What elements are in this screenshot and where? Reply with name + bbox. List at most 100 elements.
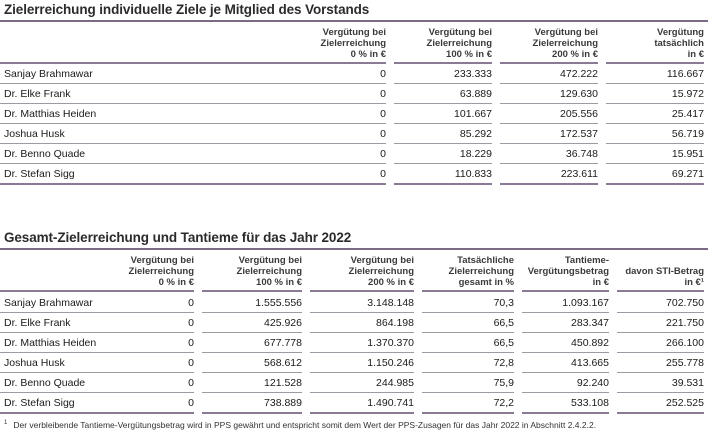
row-divider (500, 123, 598, 124)
table-cell: 0 (380, 88, 386, 100)
table1-header-rule (394, 62, 492, 64)
table2-col-header-0-line: Zielerreichung (128, 266, 194, 277)
row-divider (617, 352, 704, 353)
table2-col-header-3: Tatsächliche Zielerreichung gesamt in % (449, 255, 514, 288)
table1-col-header-1-line: Zielerreichung (426, 38, 492, 49)
table2-col-header-3-line: Tatsächliche (457, 255, 514, 266)
table1-col-header-1-line: Vergütung bei (428, 27, 492, 38)
table-cell: 283.347 (571, 317, 609, 329)
table-cell: 677.778 (264, 337, 302, 349)
table2-col-header-2: Vergütung bei Zielerreichung 200 % in € (349, 255, 414, 288)
table2-bottom-rule (617, 412, 704, 414)
table-cell: 0 (380, 128, 386, 140)
row-divider (394, 83, 492, 84)
row-divider (500, 143, 598, 144)
table1-col-header-0-line: Vergütung bei (322, 27, 386, 38)
table1-col-header-3-line: tatsächlich (654, 38, 704, 49)
table-cell: 533.108 (571, 397, 609, 409)
table-cell: 0 (188, 357, 194, 369)
row-divider (500, 83, 598, 84)
row-divider (394, 143, 492, 144)
table2-col-header-1-line: Vergütung bei (238, 255, 302, 266)
row-divider (606, 123, 704, 124)
table2-col-header-4-line: Tantieme- (564, 255, 609, 266)
table2-col-header-0: Vergütung bei Zielerreichung 0 % in € (129, 255, 194, 288)
table-cell: 25.417 (671, 108, 704, 120)
member-name: Dr. Matthias Heiden (4, 337, 97, 349)
table-cell: 1.093.167 (562, 297, 609, 309)
row-divider (422, 352, 514, 353)
table2-col-header-3-line: Zielerreichung (448, 266, 514, 277)
table-row: Dr. Elke Frank 0 63.889 129.630 15.972 (0, 84, 708, 104)
table1-bottom-rule (394, 183, 492, 185)
row-divider (617, 392, 704, 393)
table-cell: 72,2 (493, 397, 514, 409)
row-divider (310, 352, 414, 353)
table-row: Dr. Stefan Sigg 0 110.833 223.611 69.271 (0, 164, 708, 184)
table-cell: 172.537 (560, 128, 598, 140)
table1-col-header-1-line: 100 % in € (446, 49, 492, 60)
table-cell: 244.985 (376, 377, 414, 389)
table2-col-header-1-line: Zielerreichung (236, 266, 302, 277)
member-name: Sanjay Brahmawar (4, 297, 93, 309)
table-cell: 15.951 (671, 148, 704, 160)
table-cell: 1.150.246 (367, 357, 414, 369)
table-cell: 0 (188, 397, 194, 409)
table-cell: 1.490.741 (367, 397, 414, 409)
table-row: Dr. Elke Frank 0 425.926 864.198 66,5 283.347… (0, 313, 708, 333)
row-divider (202, 312, 302, 313)
row-divider (522, 372, 609, 373)
row-divider (522, 392, 609, 393)
row-divider (606, 83, 704, 84)
table1-bottom-rule (500, 183, 598, 185)
table-cell: 425.926 (264, 317, 302, 329)
table-cell: 0 (188, 317, 194, 329)
row-divider (310, 312, 414, 313)
table-row: Joshua Husk 0 85.292 172.537 56.719 (0, 124, 708, 144)
row-divider (617, 372, 704, 373)
table2-col-header-2-line: 200 % in € (368, 277, 414, 288)
table2-header-rule (422, 290, 514, 292)
row-divider (606, 163, 704, 164)
table-row: Joshua Husk 0 568.612 1.150.246 72,8 413.665 2… (0, 353, 708, 373)
row-divider (500, 163, 598, 164)
table-cell: 738.889 (264, 397, 302, 409)
table-cell: 0 (188, 337, 194, 349)
member-name: Sanjay Brahmawar (4, 68, 93, 80)
table-cell: 70,3 (493, 297, 514, 309)
table1-col-header-3-line: in € (687, 49, 704, 60)
member-name: Joshua Husk (4, 128, 65, 140)
table2-col-header-5-line: in €¹ (684, 277, 704, 288)
table1-header-rule (0, 62, 386, 64)
table-cell: 75,9 (493, 377, 514, 389)
row-divider (394, 123, 492, 124)
table1-col-header-3: Vergütung tatsächlich in € (654, 27, 704, 60)
table-cell: 63.889 (459, 88, 492, 100)
row-divider (0, 372, 194, 373)
member-name: Dr. Elke Frank (4, 317, 71, 329)
row-divider (394, 103, 492, 104)
table-cell: 205.556 (560, 108, 598, 120)
table-cell: 221.750 (666, 317, 704, 329)
table-row: Dr. Matthias Heiden 0 101.667 205.556 25.417 (0, 104, 708, 124)
row-divider (310, 332, 414, 333)
footnote-text: Der verbleibende Tantieme-Vergütungsbetr… (13, 420, 597, 430)
table1-title: Zielerreichung individuelle Ziele je Mit… (4, 2, 370, 17)
table2-header-rule (310, 290, 414, 292)
table-cell: 92.240 (576, 377, 609, 389)
row-divider (0, 123, 386, 124)
table2-col-header-4: Tantieme- Vergütungsbetrag in € (528, 255, 609, 288)
table2-header-rule (617, 290, 704, 292)
footnote: 1 Der verbleibende Tantieme-Vergütungsbet… (4, 420, 596, 430)
row-divider (606, 143, 704, 144)
row-divider (202, 352, 302, 353)
table2-bottom-rule (522, 412, 609, 414)
row-divider (0, 163, 386, 164)
row-divider (606, 103, 704, 104)
table2-bottom-rule (202, 412, 302, 414)
row-divider (0, 352, 194, 353)
table-cell: 116.667 (666, 68, 704, 80)
row-divider (0, 103, 386, 104)
table-row: Sanjay Brahmawar 0 233.333 472.222 116.667 (0, 64, 708, 84)
row-divider (0, 143, 386, 144)
